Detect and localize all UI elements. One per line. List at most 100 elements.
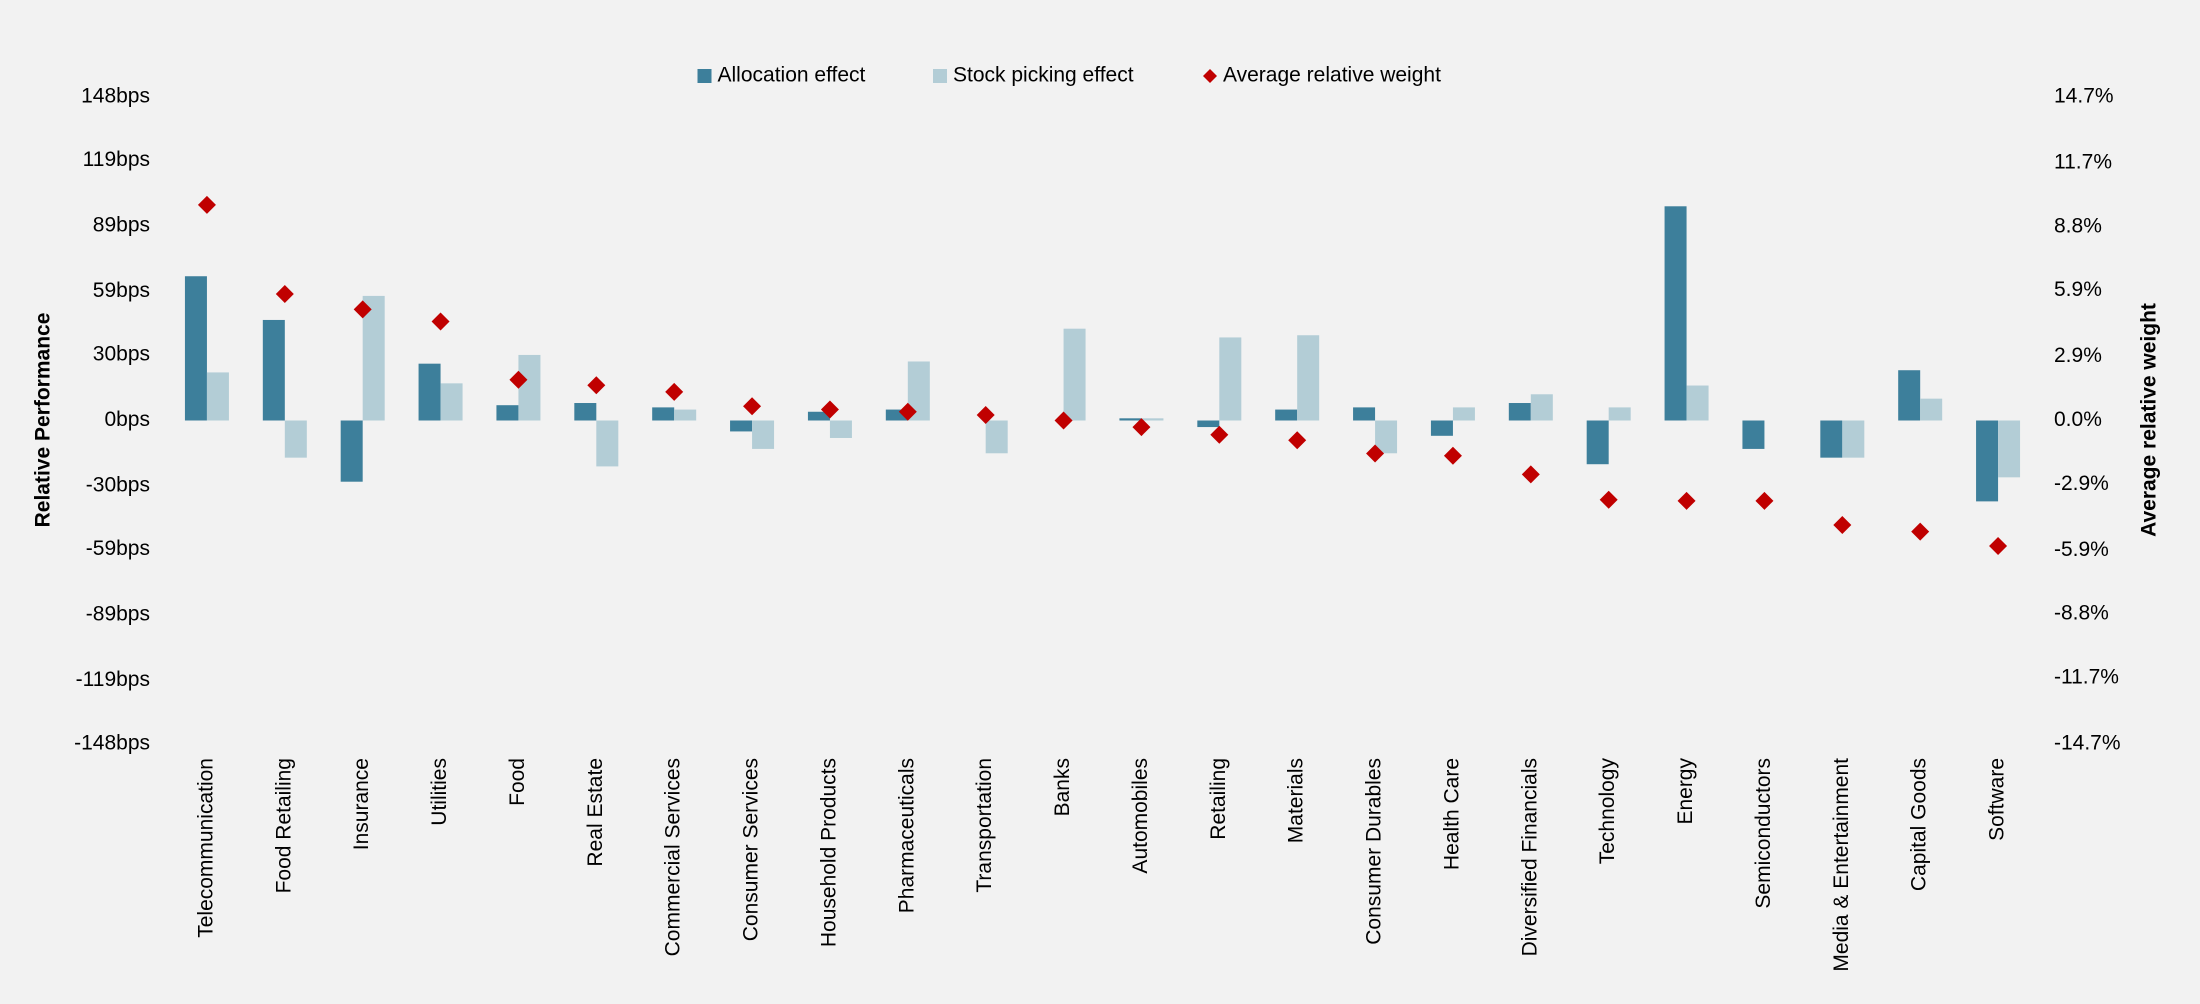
- bar: [1275, 409, 1298, 421]
- bar: [574, 403, 597, 421]
- diamond-marker: [353, 300, 372, 319]
- bar: [1608, 407, 1631, 421]
- x-tick-label: Media & Entertainment: [1830, 758, 1853, 972]
- diamond-marker: [1366, 444, 1385, 463]
- bar: [518, 354, 541, 421]
- y2-tick-label: 8.8%: [2054, 214, 2102, 237]
- y2-tick-label: -2.9%: [2054, 472, 2109, 495]
- bar: [1452, 407, 1475, 421]
- bar: [807, 411, 830, 421]
- y-tick-label: -30bps: [86, 474, 150, 497]
- y2-tick-label: 5.9%: [2054, 278, 2102, 301]
- bar: [1375, 420, 1398, 454]
- y-tick-label: -59bps: [86, 537, 150, 560]
- y-axis-title: Relative Performance: [32, 313, 55, 528]
- diamond-marker: [431, 312, 450, 331]
- bar: [829, 420, 852, 438]
- bar: [362, 295, 385, 421]
- x-tick-label: Utilities: [428, 758, 451, 826]
- legend-label: Allocation effect: [718, 64, 866, 87]
- x-tick-label: Insurance: [350, 758, 373, 850]
- y2-tick-label: 0.0%: [2054, 408, 2102, 431]
- bar: [340, 420, 363, 482]
- y2-tick-label: 2.9%: [2054, 344, 2102, 367]
- y2-tick-label: -11.7%: [2054, 666, 2119, 689]
- y-tick-label: 59bps: [93, 279, 150, 302]
- diamond-marker: [1443, 446, 1462, 465]
- y-tick-label: -119bps: [76, 668, 150, 691]
- bar: [418, 363, 441, 421]
- x-tick-label: Consumer Durables: [1363, 758, 1386, 945]
- y2-axis-title: Average relative weight: [2138, 303, 2161, 537]
- bar: [674, 409, 697, 421]
- bar: [1842, 420, 1865, 458]
- legend-swatch: [697, 69, 712, 83]
- x-tick-label: Commercial Services: [662, 758, 685, 956]
- y-tick-label: -148bps: [74, 732, 150, 755]
- bar: [1141, 418, 1164, 421]
- bar: [652, 407, 675, 421]
- x-tick-label: Technology: [1596, 758, 1619, 865]
- y2-tick-label: 11.7%: [2054, 151, 2112, 174]
- diamond-marker: [1210, 425, 1229, 444]
- bar: [440, 383, 463, 421]
- y-tick-label: -89bps: [86, 603, 150, 626]
- diamond-marker: [1288, 431, 1307, 450]
- x-tick-label: Banks: [1051, 758, 1074, 816]
- diamond-marker: [820, 400, 839, 419]
- diamond-marker: [1677, 491, 1696, 510]
- diamond-marker: [1521, 465, 1540, 484]
- y-tick-label: 30bps: [93, 342, 150, 365]
- bar: [1530, 394, 1553, 421]
- bar: [184, 276, 207, 421]
- diamond-marker: [1989, 536, 2008, 555]
- bar: [1430, 420, 1453, 436]
- x-tick-label: Pharmaceuticals: [895, 758, 918, 913]
- bar: [1353, 407, 1376, 421]
- x-tick-label: Diversified Financials: [1518, 758, 1541, 956]
- diamond-marker: [509, 370, 528, 389]
- bar: [1742, 420, 1765, 449]
- x-tick-label: Transportation: [973, 758, 996, 893]
- x-tick-label: Automobiles: [1129, 758, 1152, 874]
- bar: [1197, 420, 1220, 428]
- bar: [496, 405, 519, 421]
- bar: [262, 319, 285, 421]
- x-tick-label: Retailing: [1207, 758, 1230, 840]
- x-tick-label: Household Products: [817, 758, 840, 947]
- bar: [1998, 420, 2021, 478]
- bar: [730, 420, 753, 432]
- bar: [1820, 420, 1843, 458]
- diamond-marker: [275, 284, 294, 303]
- diamond-marker: [197, 195, 216, 214]
- bar: [985, 420, 1008, 454]
- bar: [1664, 206, 1687, 421]
- bar: [1976, 420, 1999, 502]
- bar: [1686, 385, 1709, 421]
- y-tick-label: 0bps: [104, 408, 150, 431]
- diamond-marker: [1755, 491, 1774, 510]
- y2-tick-label: 14.7%: [2054, 85, 2114, 108]
- diamond-marker: [898, 402, 917, 421]
- bar: [206, 372, 229, 421]
- x-tick-label: Consumer Services: [740, 758, 763, 941]
- bar: [284, 420, 307, 458]
- bar: [1063, 328, 1086, 421]
- x-tick-label: Food: [506, 758, 529, 806]
- y2-tick-label: -14.7%: [2054, 732, 2121, 755]
- x-tick-label: Capital Goods: [1908, 758, 1931, 891]
- x-tick-label: Health Care: [1440, 758, 1463, 870]
- bar: [1898, 370, 1921, 421]
- legend-swatch: [933, 69, 947, 83]
- x-tick-label: Materials: [1285, 758, 1308, 843]
- diamond-marker: [1132, 418, 1151, 437]
- y-tick-label: 119bps: [83, 148, 150, 171]
- diamond-marker: [665, 382, 684, 401]
- bar: [1297, 335, 1320, 421]
- bar: [752, 420, 775, 449]
- bar: [1119, 418, 1142, 421]
- bar: [1920, 398, 1943, 421]
- bar: [1508, 403, 1531, 421]
- x-tick-label: Software: [1986, 758, 2009, 841]
